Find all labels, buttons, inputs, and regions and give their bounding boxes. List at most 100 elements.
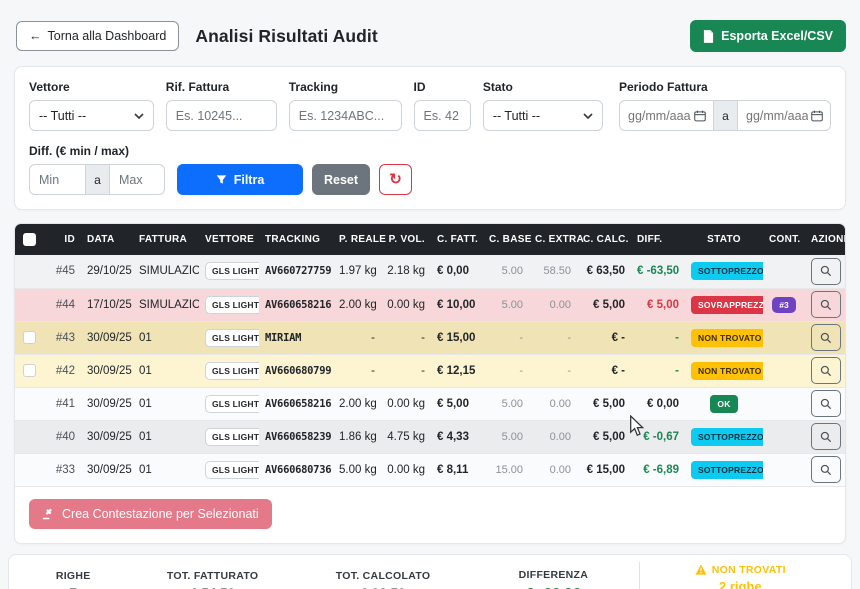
view-detail-button[interactable]: [811, 456, 841, 483]
table-row[interactable]: #40 30/09/25 01 GLS LIGHT AV660658239 1.…: [15, 420, 846, 453]
carrier-badge: GLS LIGHT: [205, 262, 259, 280]
table-row[interactable]: #33 30/09/25 01 GLS LIGHT AV660680736 5.…: [15, 453, 846, 486]
row-invoice: 01: [133, 453, 199, 486]
reset-button[interactable]: Reset: [312, 164, 370, 195]
tracking-input[interactable]: [289, 100, 402, 131]
carrier-badge: GLS LIGHT: [205, 296, 259, 314]
row-vol-weight: 0.00 kg: [381, 288, 431, 321]
table-row[interactable]: #42 30/09/25 01 GLS LIGHT AV660680799 - …: [15, 354, 846, 387]
rif-fattura-input[interactable]: [166, 100, 277, 131]
row-id: #40: [43, 420, 81, 453]
refresh-icon: ↻: [389, 171, 402, 188]
results-table: ID DATA FATTURA VETTORE TRACKING P. REAL…: [15, 224, 846, 487]
non-trovati-label: NON TROVATI: [712, 564, 786, 576]
stato-select[interactable]: -- Tutti --: [483, 100, 603, 131]
diff-min-max-group: a: [29, 164, 165, 195]
row-real-weight: 2.00 kg: [333, 387, 381, 420]
table-row[interactable]: #43 30/09/25 01 GLS LIGHT MIRIAM - - € 1…: [15, 321, 846, 354]
row-calculated-cost: € 5,00: [577, 387, 631, 420]
table-row[interactable]: #41 30/09/25 01 GLS LIGHT AV660658216 2.…: [15, 387, 846, 420]
magnifier-icon: [820, 365, 832, 377]
row-date: 30/09/25: [81, 387, 133, 420]
carrier-badge: GLS LIGHT: [205, 461, 259, 479]
magnifier-icon: [820, 299, 832, 311]
table-row[interactable]: #45 29/10/25 SIMULAZIONE GLS LIGHT AV660…: [15, 255, 846, 288]
row-date: 30/09/25: [81, 453, 133, 486]
export-excel-csv-button[interactable]: Esporta Excel/CSV: [690, 20, 846, 52]
row-real-weight: 5.00 kg: [333, 453, 381, 486]
audit-results-page: ← Torna alla Dashboard Analisi Risultati…: [0, 0, 860, 589]
row-extra-cost: 0.00: [529, 288, 577, 321]
filter-row-1: Vettore -- Tutti -- Rif. Fattura Trackin…: [29, 80, 831, 131]
row-invoice: 01: [133, 420, 199, 453]
row-tracking: MIRIAM: [259, 321, 333, 354]
row-vol-weight: 2.18 kg: [381, 255, 431, 288]
col-header-p-vol: P. VOL.: [381, 224, 431, 255]
stato-label: Stato: [483, 80, 603, 94]
filter-funnel-icon: [216, 174, 227, 185]
view-detail-button[interactable]: [811, 258, 841, 285]
crea-contestazione-button[interactable]: Crea Contestazione per Selezionati: [29, 499, 272, 529]
row-base-cost: 15.00: [483, 453, 529, 486]
carrier-badge: GLS LIGHT: [205, 362, 259, 380]
table-row[interactable]: #44 17/10/25 SIMULAZIONE GLS LIGHT AV660…: [15, 288, 846, 321]
fatturato-label: TOT. FATTURATO: [127, 570, 297, 582]
export-button-label: Esporta Excel/CSV: [721, 29, 833, 43]
view-detail-button[interactable]: [811, 324, 841, 351]
magnifier-icon: [820, 398, 832, 410]
vettore-select[interactable]: -- Tutti --: [29, 100, 154, 131]
tracking-label: Tracking: [289, 80, 402, 94]
view-detail-button[interactable]: [811, 357, 841, 384]
col-header-c-fatt: C. FATT.: [431, 224, 483, 255]
col-header-cont: CONT.: [763, 224, 805, 255]
rif-fattura-label: Rif. Fattura: [166, 80, 277, 94]
diff-max-input[interactable]: [109, 164, 165, 195]
diff-value: -: [631, 321, 685, 354]
row-invoice: SIMULAZIONE: [133, 255, 199, 288]
col-header-data: DATA: [81, 224, 133, 255]
row-extra-cost: 0.00: [529, 453, 577, 486]
summary-fatturato: TOT. FATTURATO € 54,59: [127, 570, 297, 589]
id-input[interactable]: [414, 100, 471, 131]
col-header-diff: DIFF.: [631, 224, 685, 255]
gavel-icon: [42, 508, 54, 520]
col-header-c-extra: C. EXTRA: [529, 224, 577, 255]
status-badge: SOTTOPREZZO: [691, 461, 763, 479]
table-body: #45 29/10/25 SIMULAZIONE GLS LIGHT AV660…: [15, 255, 846, 486]
filtra-button[interactable]: Filtra: [177, 164, 303, 195]
back-to-dashboard-button[interactable]: ← Torna alla Dashboard: [16, 21, 179, 51]
row-tracking: AV660658239: [259, 420, 333, 453]
row-base-cost: 5.00: [483, 420, 529, 453]
view-detail-button[interactable]: [811, 390, 841, 417]
select-all-checkbox[interactable]: [23, 233, 36, 246]
row-date: 17/10/25: [81, 288, 133, 321]
row-id: #43: [43, 321, 81, 354]
row-id: #41: [43, 387, 81, 420]
row-tracking: AV660680799: [259, 354, 333, 387]
row-real-weight: 2.00 kg: [333, 288, 381, 321]
row-extra-cost: 0.00: [529, 387, 577, 420]
row-calculated-cost: € 5,00: [577, 420, 631, 453]
status-badge: NON TROVATO: [691, 329, 763, 347]
row-checkbox[interactable]: [23, 364, 36, 377]
row-extra-cost: 0.00: [529, 420, 577, 453]
status-badge: OK: [710, 395, 737, 413]
row-vol-weight: -: [381, 321, 431, 354]
periodo-separator: a: [713, 100, 737, 131]
refresh-button[interactable]: ↻: [379, 164, 412, 195]
diff-value: -: [631, 354, 685, 387]
view-detail-button[interactable]: [811, 423, 841, 450]
row-id: #42: [43, 354, 81, 387]
bulk-action-row: Crea Contestazione per Selezionati: [15, 487, 845, 543]
summary-calcolato: TOT. CALCOLATO € 93,50: [298, 570, 468, 589]
row-invoice: 01: [133, 354, 199, 387]
row-checkbox[interactable]: [23, 331, 36, 344]
file-csv-icon: [703, 30, 714, 43]
col-header-id: ID: [43, 224, 81, 255]
diff-min-input[interactable]: [29, 164, 85, 195]
view-detail-button[interactable]: [811, 291, 841, 318]
back-arrow-icon: ←: [29, 29, 42, 43]
magnifier-icon: [820, 332, 832, 344]
row-date: 30/09/25: [81, 354, 133, 387]
diff-value: € 0,00: [631, 387, 685, 420]
